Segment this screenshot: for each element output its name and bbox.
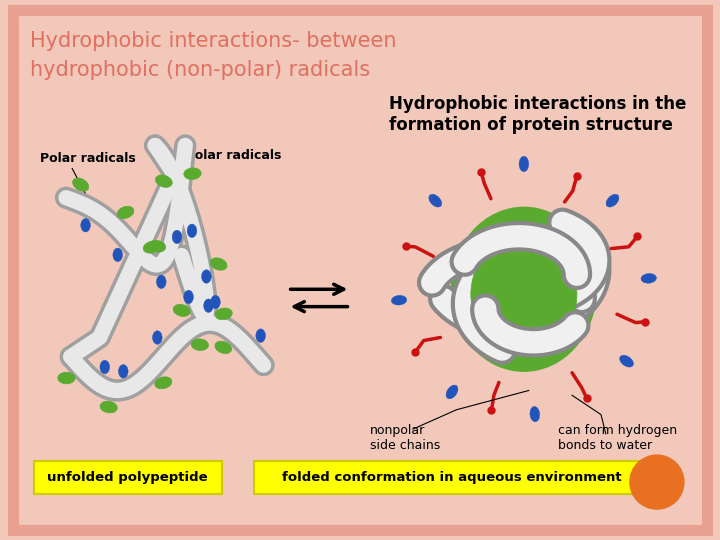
Ellipse shape	[530, 407, 540, 422]
Ellipse shape	[184, 168, 201, 179]
Ellipse shape	[187, 224, 197, 238]
Text: formation of protein structure: formation of protein structure	[389, 116, 672, 134]
Ellipse shape	[215, 308, 233, 320]
Text: nonpolar
side chains: nonpolar side chains	[369, 424, 440, 452]
Text: Hydrophobic interactions in the: Hydrophobic interactions in the	[389, 94, 686, 112]
Ellipse shape	[174, 305, 190, 316]
Text: Hydrophobic interactions- between: Hydrophobic interactions- between	[30, 31, 397, 51]
Text: Polar radicals: Polar radicals	[40, 152, 135, 165]
Ellipse shape	[210, 258, 227, 270]
Ellipse shape	[100, 401, 117, 413]
Ellipse shape	[641, 273, 657, 283]
Ellipse shape	[429, 194, 441, 207]
Text: hydrophobic (non-polar) radicals: hydrophobic (non-polar) radicals	[30, 60, 370, 80]
Ellipse shape	[471, 237, 577, 352]
Circle shape	[630, 455, 684, 509]
Ellipse shape	[117, 206, 134, 219]
Ellipse shape	[256, 329, 266, 342]
Ellipse shape	[620, 355, 634, 367]
Text: Non-polar radicals: Non-polar radicals	[153, 150, 281, 163]
Ellipse shape	[184, 290, 194, 303]
Ellipse shape	[156, 275, 166, 288]
Ellipse shape	[202, 270, 211, 284]
Ellipse shape	[81, 219, 91, 232]
Ellipse shape	[446, 385, 458, 399]
Text: can form hydrogen
bonds to water: can form hydrogen bonds to water	[557, 424, 677, 452]
Ellipse shape	[519, 156, 528, 172]
Ellipse shape	[172, 230, 182, 244]
FancyBboxPatch shape	[34, 461, 222, 494]
Ellipse shape	[191, 339, 209, 350]
FancyBboxPatch shape	[254, 461, 649, 494]
Ellipse shape	[155, 377, 172, 389]
Text: unfolded polypeptide: unfolded polypeptide	[48, 471, 208, 484]
Ellipse shape	[143, 241, 161, 253]
Ellipse shape	[100, 360, 109, 374]
Ellipse shape	[451, 207, 596, 371]
Ellipse shape	[113, 248, 122, 261]
Ellipse shape	[73, 178, 89, 191]
Text: folded conformation in aqueous environment: folded conformation in aqueous environme…	[282, 471, 621, 484]
Ellipse shape	[153, 331, 162, 345]
Ellipse shape	[156, 175, 172, 187]
Ellipse shape	[119, 364, 128, 378]
Ellipse shape	[606, 194, 619, 207]
Ellipse shape	[148, 240, 166, 252]
Ellipse shape	[211, 295, 220, 309]
Ellipse shape	[392, 295, 407, 305]
Ellipse shape	[204, 299, 213, 313]
Ellipse shape	[215, 341, 232, 354]
Ellipse shape	[58, 372, 75, 384]
